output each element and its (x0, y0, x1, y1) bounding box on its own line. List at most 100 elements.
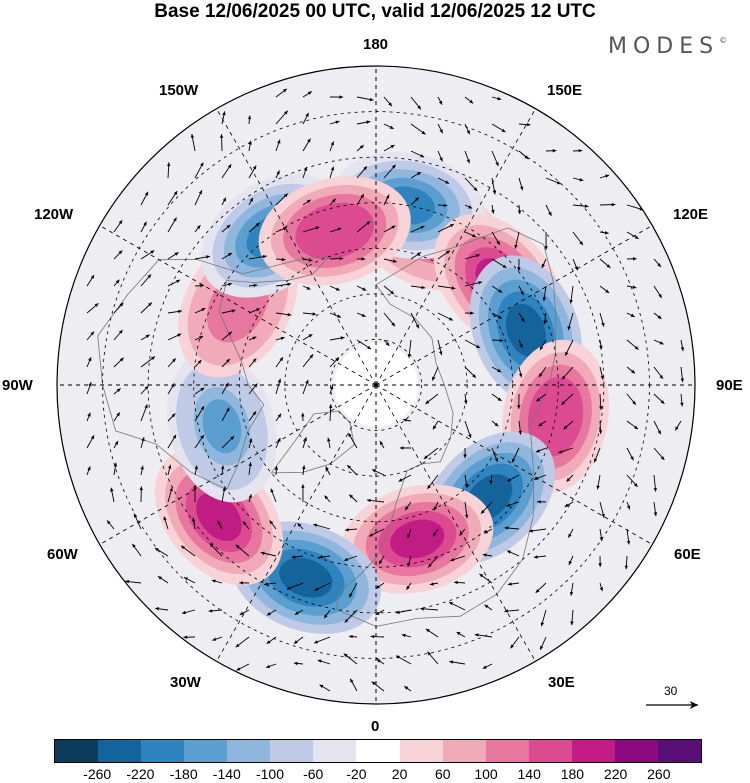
wind-vector-head (163, 516, 167, 521)
latitude-circle (147, 156, 605, 614)
lon-label-180: 180 (363, 36, 389, 53)
wind-vector-head (633, 257, 637, 261)
wind-vector-head (470, 311, 474, 315)
wind-vector-head (464, 514, 469, 519)
wind-vector-head (540, 645, 544, 650)
wind-vector-head (199, 336, 204, 340)
wind-vector-head (313, 523, 318, 527)
wind-vector-head (634, 346, 639, 350)
wind-vector-head (305, 112, 309, 117)
wind-vector-head (524, 155, 529, 159)
wind-vector-head (450, 558, 455, 562)
wind-vector-head (417, 252, 421, 256)
wind-vector-head (308, 258, 313, 262)
wind-vector-head (601, 322, 605, 327)
wind-vector-head (445, 180, 450, 184)
wind-vector-head (507, 478, 512, 482)
wind-vector-head (565, 351, 569, 356)
wind-vector-head (514, 244, 518, 249)
wind-vector-head (433, 425, 437, 430)
colorbar-tick-label: -140 (212, 766, 241, 782)
wind-vector-head (680, 347, 685, 352)
colorbar-segment (614, 740, 658, 762)
wind-vector-head (660, 400, 665, 404)
wind-vector-head (230, 436, 235, 440)
latitude-circle (193, 202, 559, 568)
wind-vector-head (680, 378, 685, 383)
wind-vector-head (632, 400, 636, 405)
wind-vector-head (140, 465, 144, 470)
wind-vector-head (367, 345, 371, 350)
wind-vector-head (388, 102, 392, 107)
wind-vector-head (248, 438, 253, 443)
wind-vector-head (307, 138, 311, 143)
wind-vector-head (415, 197, 419, 201)
wind-vector-head (118, 250, 123, 255)
wind-vector-head (680, 402, 684, 407)
anomaly-contour (536, 389, 575, 444)
wind-vector-head (606, 264, 611, 268)
wind-vector-head (474, 633, 479, 637)
wind-vector-head (501, 128, 506, 132)
wind-vector-head (379, 441, 384, 446)
wind-vector-head (90, 331, 95, 336)
wind-vector-head (115, 279, 120, 284)
wind-vector-head (630, 313, 635, 317)
wind-vector-head (379, 560, 383, 565)
wind-vector-head (626, 540, 631, 545)
wind-vector-head (510, 644, 514, 649)
wind-vector-head (325, 466, 329, 471)
wind-vector-head (439, 157, 443, 162)
wind-vector-head (369, 97, 374, 102)
wind-vector-head (171, 413, 176, 418)
map-border (56, 65, 696, 705)
wind-vector-head (200, 435, 204, 439)
wind-vector-head (538, 373, 543, 378)
colorbar-segment (399, 740, 443, 762)
wind-vector-head (363, 166, 367, 171)
wind-vector-head (198, 190, 202, 195)
wind-vector-head (479, 573, 484, 578)
wind-vector-head (634, 235, 639, 239)
wind-vector-head (107, 520, 111, 525)
anomaly-contour (279, 557, 333, 598)
modes-logo: MODES© (608, 34, 727, 59)
wind-vector-head (520, 291, 524, 295)
wind-vector-head (118, 330, 123, 334)
colorbar-tick-label: -260 (83, 766, 112, 782)
wind-vector-head (293, 640, 298, 644)
meridian-line (99, 225, 377, 386)
wind-vector-head (301, 484, 305, 488)
wind-vector-head (200, 283, 204, 288)
wind-vector-head (119, 357, 124, 362)
wind-vector-head (219, 134, 224, 138)
wind-vector-head (376, 659, 381, 663)
latitude-circle (284, 293, 468, 477)
wind-vector-head (349, 494, 354, 499)
wind-vector-head (167, 162, 171, 167)
wind-vector-head (293, 661, 298, 666)
wind-vector-head (90, 275, 95, 279)
wind-vector-head (438, 100, 443, 105)
wind-vector-head (114, 441, 119, 445)
wind-vector-head (567, 326, 571, 331)
wind-vector-head (248, 462, 252, 466)
wind-vector-head (274, 466, 279, 470)
wind-vector-head (469, 99, 474, 104)
wind-vector-head (194, 465, 198, 470)
wind-vector-head (248, 140, 252, 145)
wind-vector-head (286, 586, 291, 590)
wind-vector-head (359, 145, 364, 149)
wind-vector-head (415, 324, 419, 329)
wind-vector-head (596, 485, 600, 490)
wind-vector-head (517, 210, 522, 215)
wind-vector-head (464, 400, 468, 405)
wind-vector-head (283, 88, 287, 93)
wind-vector-head (579, 241, 583, 245)
wind-vector-head (248, 494, 252, 499)
wind-vector-head (630, 456, 634, 461)
wind-vector-head (601, 513, 605, 518)
wind-vector-head (226, 407, 230, 412)
wind-vector-head (517, 267, 521, 271)
latitude-circle (102, 111, 650, 659)
